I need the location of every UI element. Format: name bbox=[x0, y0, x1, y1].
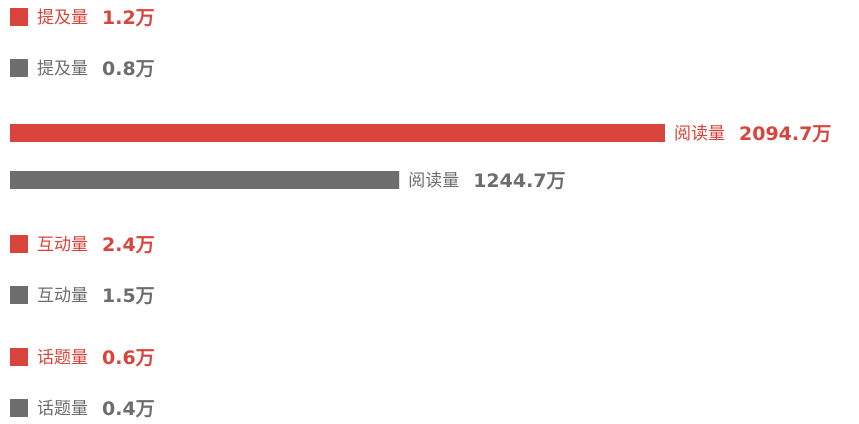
bar-red-2 bbox=[10, 235, 28, 253]
category-label: 阅读量 bbox=[674, 124, 725, 144]
bar-red-1 bbox=[10, 124, 665, 142]
bar-red-0 bbox=[10, 8, 28, 26]
category-label: 互动量 bbox=[37, 235, 88, 255]
bar-gray-1 bbox=[10, 171, 400, 189]
data-label: 1.2万 bbox=[102, 7, 155, 29]
bar-gray-3 bbox=[10, 399, 28, 417]
data-label: 0.6万 bbox=[102, 347, 155, 369]
category-label: 话题量 bbox=[37, 399, 88, 419]
bar-gray-0 bbox=[10, 59, 28, 77]
category-label: 提及量 bbox=[37, 8, 88, 28]
data-label: 0.4万 bbox=[102, 398, 155, 420]
category-label: 互动量 bbox=[37, 286, 88, 306]
data-label: 1.5万 bbox=[102, 285, 155, 307]
data-label: 2.4万 bbox=[102, 234, 155, 256]
category-label: 话题量 bbox=[37, 348, 88, 368]
category-label: 提及量 bbox=[37, 59, 88, 79]
data-label: 2094.7万 bbox=[739, 123, 831, 145]
bar-red-3 bbox=[10, 348, 28, 366]
bar-gray-2 bbox=[10, 286, 28, 304]
data-label: 1244.7万 bbox=[473, 170, 565, 192]
category-label: 阅读量 bbox=[408, 171, 459, 191]
data-label: 0.8万 bbox=[102, 58, 155, 80]
